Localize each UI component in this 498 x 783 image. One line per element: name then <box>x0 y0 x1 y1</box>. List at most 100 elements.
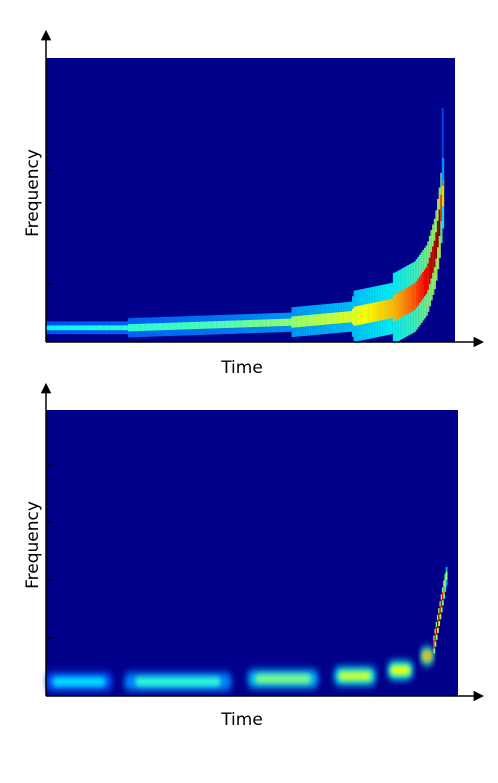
heatmap-cell <box>387 299 391 319</box>
heatmap-cell <box>142 323 145 331</box>
heatmap-cell <box>198 321 201 329</box>
heatmap-cell <box>363 304 366 324</box>
heatmap-cell <box>296 316 299 328</box>
heatmap-cell <box>78 325 81 331</box>
heatmap-cell <box>170 322 173 330</box>
heatmap-cell <box>90 325 93 331</box>
heatmap-cell <box>399 291 402 318</box>
heatmap-cell <box>183 322 186 330</box>
heatmap-cell <box>299 315 302 327</box>
heatmap-blob-core <box>422 651 433 661</box>
heatmap-cell <box>276 319 279 327</box>
heatmap-cell <box>435 626 438 635</box>
heatmap-cell <box>409 286 412 313</box>
heatmap-cell <box>216 321 219 329</box>
heatmap-cell <box>347 311 350 323</box>
heatmap-cell <box>330 312 333 325</box>
heatmap-cell <box>384 300 387 320</box>
heatmap-cell <box>397 292 400 319</box>
heatmap-cell <box>145 323 149 331</box>
heatmap-cell <box>430 252 433 279</box>
heatmap-cell <box>441 592 444 601</box>
heatmap-cell <box>309 314 312 327</box>
chart-1: Time Frequency <box>23 29 485 378</box>
heatmap-cell <box>301 315 304 327</box>
heatmap-cell <box>297 315 301 328</box>
heatmap-cell <box>65 325 68 331</box>
heatmap-cell <box>337 312 340 324</box>
heatmap-cell <box>47 325 50 331</box>
heatmap-cell <box>356 305 360 326</box>
heatmap-cell <box>432 246 435 273</box>
heatmap-cell <box>239 320 242 328</box>
heatmap-cell <box>439 606 442 615</box>
heatmap-blob-core <box>254 674 311 684</box>
heatmap-cell <box>168 322 171 330</box>
heatmap-cell <box>440 599 443 608</box>
heatmap-cell <box>391 298 394 319</box>
heatmap-cell <box>234 320 237 328</box>
heatmap-cell <box>436 619 439 628</box>
heatmap-cell <box>443 585 446 594</box>
heatmap-cell <box>88 325 91 331</box>
heatmap-cell <box>83 325 86 331</box>
heatmap-cell <box>116 325 119 331</box>
heatmap-cell <box>401 290 404 318</box>
heatmap-cell <box>361 304 364 325</box>
heatmap-blob-core <box>52 677 106 687</box>
heatmap-cell <box>49 325 52 331</box>
heatmap-cell <box>144 323 147 331</box>
heatmap-cell <box>255 319 258 327</box>
heatmap-cell <box>194 321 198 330</box>
heatmap-cell <box>394 294 397 321</box>
heatmap-cell <box>307 315 310 327</box>
heatmap-cell <box>404 288 407 316</box>
heatmap-cell <box>85 325 88 331</box>
heatmap-cell <box>75 325 78 331</box>
chart-2: Time Frequency <box>23 382 485 730</box>
heatmap-cell <box>329 313 332 325</box>
heatmap-cell <box>188 322 191 330</box>
heatmap-blob-core <box>390 665 411 675</box>
heatmap-cell <box>124 325 127 331</box>
heatmap-cell <box>63 325 67 331</box>
heatmap-cell <box>132 324 135 332</box>
heatmap-cell <box>273 319 276 327</box>
heatmap-cell <box>320 313 324 325</box>
heatmap-cell <box>338 312 342 324</box>
heatmap-cell <box>433 640 436 649</box>
heatmap-cell <box>355 306 358 326</box>
heatmap-cell <box>214 321 217 329</box>
heatmap-cell <box>279 318 283 327</box>
heatmap-cell <box>230 320 234 328</box>
chart-1-marks <box>46 108 445 344</box>
heatmap-cell <box>435 232 438 259</box>
heatmap-cell <box>127 324 131 332</box>
heatmap-cell <box>80 325 83 331</box>
heatmap-cell <box>193 321 196 330</box>
heatmap-cell <box>325 313 328 325</box>
heatmap-cell <box>191 321 194 330</box>
heatmap-cell <box>160 323 163 331</box>
heatmap-cell <box>270 319 273 327</box>
heatmap-cell <box>252 319 255 328</box>
heatmap-cell <box>96 325 99 331</box>
heatmap-cell <box>271 319 275 327</box>
heatmap-cell <box>219 321 222 329</box>
heatmap-cell <box>176 322 180 330</box>
heatmap-cell <box>438 209 441 236</box>
heatmap-cell <box>204 321 207 329</box>
heatmap-cell <box>291 316 294 328</box>
heatmap-cell <box>389 299 392 319</box>
heatmap-cell <box>265 319 268 327</box>
heatmap-cell <box>221 320 224 329</box>
heatmap-cell <box>425 267 428 294</box>
heatmap-cell <box>314 314 317 326</box>
heatmap-cell <box>235 320 239 328</box>
heatmap-cell <box>253 319 257 328</box>
heatmap-cell <box>324 313 327 325</box>
heatmap-cell <box>288 318 291 326</box>
heatmap-cell <box>225 320 229 328</box>
heatmap-cell <box>445 571 448 580</box>
heatmap-cell <box>383 300 386 320</box>
